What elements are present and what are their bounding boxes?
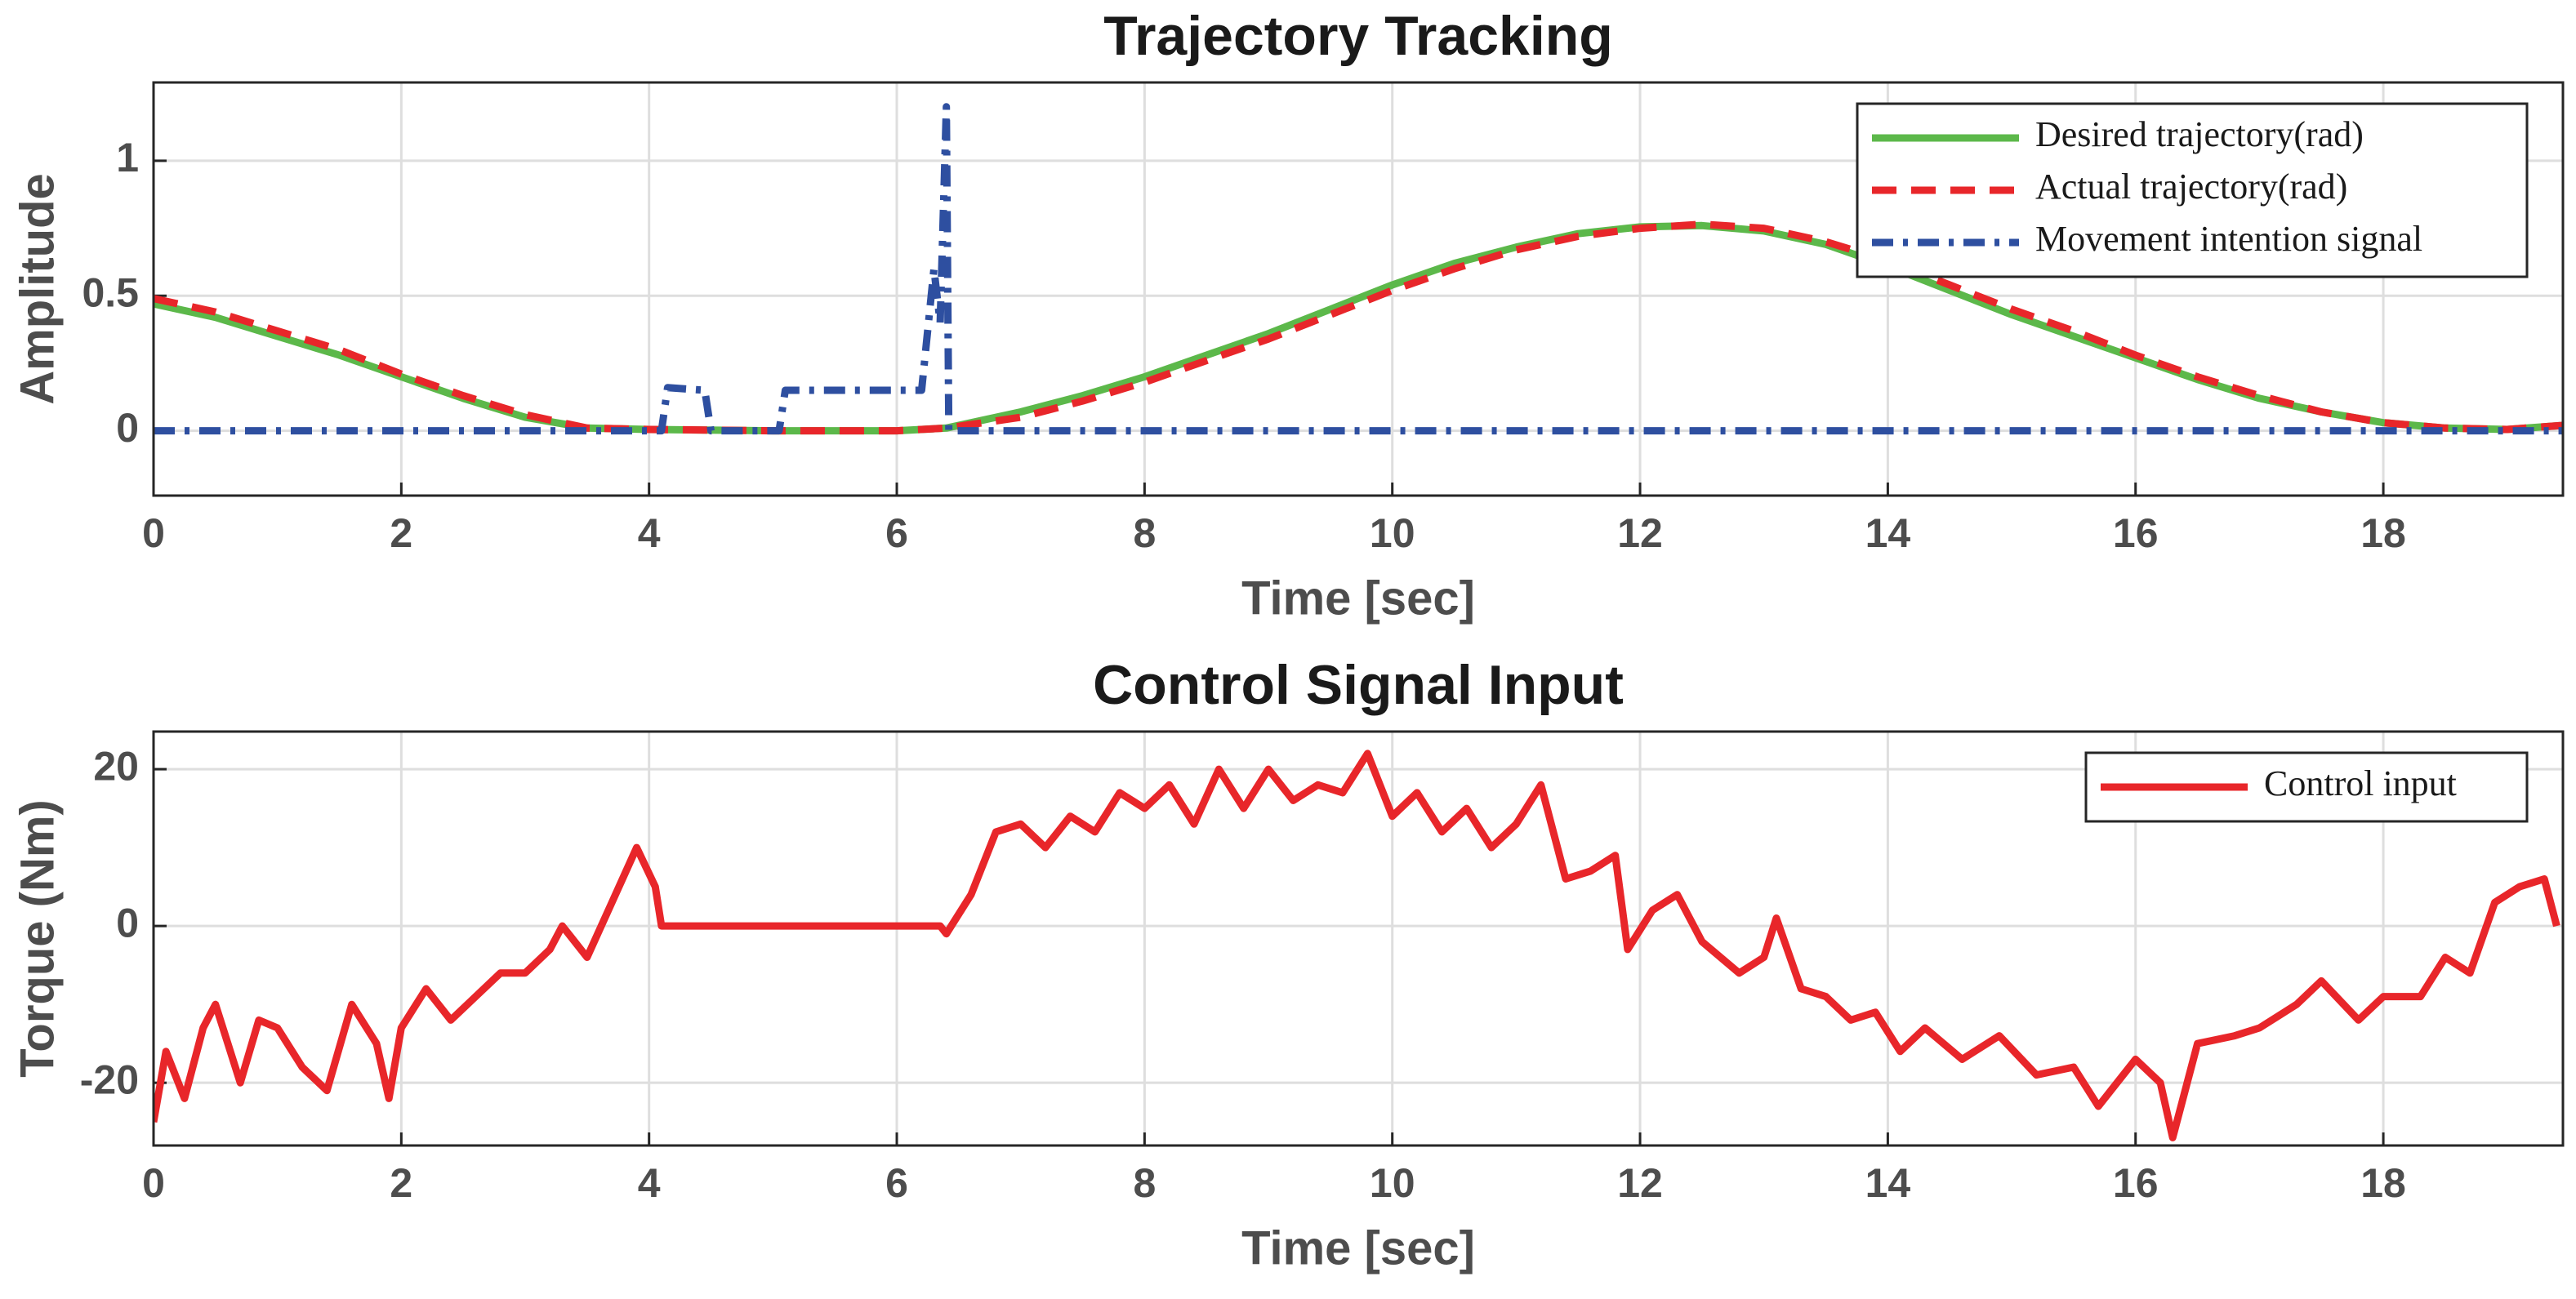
- y-axis-label: Amplitude: [11, 173, 64, 405]
- series-line: [154, 220, 2563, 435]
- axes-frame: [152, 81, 2565, 497]
- legend-label: Movement intention signal: [2035, 219, 2422, 259]
- x-tick-label: 4: [638, 1160, 661, 1206]
- series-line: [154, 750, 2560, 1141]
- x-tick-label: 6: [885, 510, 908, 556]
- x-tick-label: 14: [1865, 510, 1911, 556]
- x-tick-label: 18: [2360, 1160, 2406, 1206]
- x-tick-label: 2: [390, 1160, 412, 1206]
- y-tick-label: 20: [93, 743, 139, 789]
- x-tick-label: 0: [142, 1160, 165, 1206]
- legend-label: Desired trajectory(rad): [2035, 114, 2364, 154]
- x-tick-label: 12: [1617, 1160, 1663, 1206]
- x-tick-label: 16: [2113, 510, 2159, 556]
- x-tick-label: 14: [1865, 1160, 1911, 1206]
- y-tick-label: 0: [116, 405, 139, 451]
- x-tick-label: 6: [885, 1160, 908, 1206]
- legend-label: Control input: [2264, 763, 2457, 803]
- y-tick-label: 0.5: [82, 269, 139, 315]
- x-tick-label: 18: [2360, 510, 2406, 556]
- y-tick-label: 0: [116, 900, 139, 945]
- x-tick-label: 10: [1370, 1160, 1415, 1206]
- chart-title: Control Signal Input: [1093, 654, 1624, 716]
- x-tick-label: 16: [2113, 1160, 2159, 1206]
- x-tick-label: 12: [1617, 510, 1663, 556]
- y-tick-label: -20: [80, 1057, 139, 1102]
- x-tick-label: 0: [142, 510, 165, 556]
- x-tick-label: 8: [1133, 510, 1156, 556]
- x-tick-label: 10: [1370, 510, 1415, 556]
- axes-frame: [152, 730, 2565, 1147]
- x-tick-label: 4: [638, 510, 661, 556]
- x-tick-label: 2: [390, 510, 412, 556]
- chart-title: Trajectory Tracking: [1103, 5, 1613, 67]
- y-tick-label: 1: [116, 135, 139, 180]
- x-tick-label: 8: [1133, 1160, 1156, 1206]
- legend-label: Actual trajectory(rad): [2035, 167, 2347, 207]
- series-line: [154, 103, 2563, 435]
- x-axis-label: Time [sec]: [1241, 1221, 1475, 1275]
- y-axis-label: Torque (Nm): [11, 799, 64, 1077]
- x-axis-label: Time [sec]: [1241, 572, 1475, 625]
